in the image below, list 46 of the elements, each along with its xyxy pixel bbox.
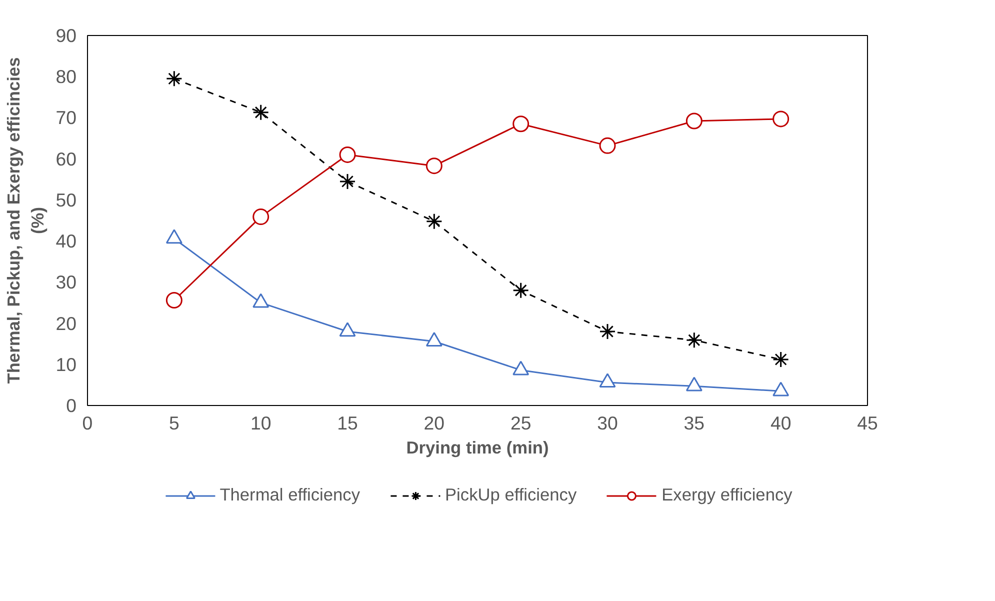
x-tick-label: 40 bbox=[770, 412, 792, 434]
point bbox=[252, 293, 270, 308]
point bbox=[426, 332, 442, 346]
point bbox=[339, 322, 356, 337]
legend-label: PickUp efficiency bbox=[445, 484, 577, 506]
point bbox=[166, 229, 182, 244]
x-axis-title: Drying time (min) bbox=[406, 438, 549, 458]
point bbox=[512, 116, 530, 132]
point bbox=[512, 282, 530, 299]
point bbox=[339, 146, 356, 163]
y-tick-label: 80 bbox=[56, 66, 77, 88]
y-tick-label: 90 bbox=[56, 25, 77, 46]
point bbox=[686, 376, 702, 392]
point bbox=[166, 292, 182, 308]
x-tick-label: 10 bbox=[250, 412, 272, 434]
x-tick-label: 0 bbox=[82, 412, 93, 434]
x-tick-label: 45 bbox=[857, 412, 878, 434]
point bbox=[426, 158, 442, 174]
y-tick-label: 40 bbox=[56, 230, 77, 252]
y-axis-title: Thermal, Pickup, and Exergy efficincies (%) bbox=[4, 57, 48, 384]
legend-label: Exergy efficiency bbox=[662, 484, 792, 506]
legend-label: Thermal efficiency bbox=[220, 484, 360, 506]
point bbox=[772, 110, 790, 128]
point bbox=[339, 173, 356, 190]
y-tick-label: 70 bbox=[56, 107, 77, 128]
point bbox=[599, 373, 616, 388]
point bbox=[252, 104, 270, 121]
x-tick-label: 15 bbox=[337, 412, 358, 434]
point bbox=[772, 382, 790, 396]
x-tick-label: 30 bbox=[597, 412, 618, 434]
x-tick-label: 5 bbox=[168, 412, 180, 434]
point bbox=[166, 70, 182, 87]
y-tick-label: 20 bbox=[56, 312, 77, 334]
y-tick-label: 60 bbox=[56, 148, 77, 170]
x-tick-label: 35 bbox=[684, 412, 705, 434]
point bbox=[512, 360, 530, 376]
point bbox=[426, 213, 442, 230]
x-tick-label: 25 bbox=[510, 412, 532, 434]
y-tick-label: 10 bbox=[56, 354, 77, 375]
point bbox=[599, 137, 616, 154]
point bbox=[686, 112, 702, 130]
point bbox=[252, 208, 270, 226]
y-tick-label: 0 bbox=[66, 395, 77, 416]
y-tick-label: 30 bbox=[56, 272, 77, 293]
x-tick-label: 20 bbox=[424, 412, 445, 434]
y-tick-label: 50 bbox=[56, 189, 77, 210]
